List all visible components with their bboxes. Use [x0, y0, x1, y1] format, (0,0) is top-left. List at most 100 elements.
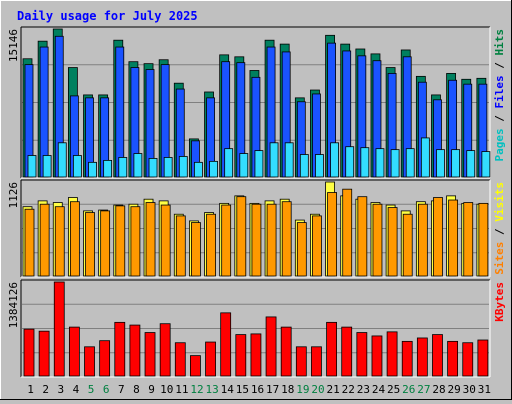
- bar-sites-day-22: [342, 188, 353, 277]
- x-tick-label: 4: [73, 383, 80, 396]
- bar-pages-day-7: [118, 157, 128, 178]
- bar-pages-day-21: [330, 142, 339, 178]
- bar-pages-day-9: [148, 158, 158, 178]
- bar-kbytes-day-31: [477, 339, 489, 377]
- bar-sites-day-18: [281, 201, 292, 277]
- bar-sites-day-13: [206, 213, 216, 277]
- bar-kbytes-day-4: [68, 326, 80, 377]
- bar-pages-day-26: [405, 148, 415, 178]
- bar-sites-day-10: [160, 204, 171, 277]
- bar-pages-day-23: [360, 147, 370, 178]
- panel-3: 1384126 KBytes: [7, 279, 506, 378]
- bar-kbytes-day-7: [114, 321, 126, 377]
- bar-sites-day-30: [463, 202, 474, 277]
- bar-kbytes-day-26: [401, 340, 413, 377]
- x-tick-label: 1: [27, 383, 34, 396]
- x-tick-label: 29: [448, 383, 461, 396]
- x-tick-label: 8: [133, 383, 140, 396]
- bar-sites-day-19: [296, 222, 307, 277]
- x-tick-label: 13: [205, 383, 218, 396]
- bar-kbytes-day-27: [416, 337, 428, 377]
- legend-label: KBytes: [493, 282, 506, 322]
- bar-sites-day-14: [221, 204, 232, 277]
- legend-label: /: [493, 56, 506, 76]
- x-tick-label: 30: [463, 383, 476, 396]
- bar-pages-day-3: [57, 142, 67, 178]
- x-tick-label: 11: [175, 383, 188, 396]
- bar-pages-day-13: [209, 160, 218, 178]
- bar-pages-day-11: [178, 156, 188, 178]
- bar-pages-day-24: [375, 148, 385, 178]
- x-tick-label: 24: [372, 383, 386, 396]
- x-tick-label: 15: [236, 383, 249, 396]
- bar-kbytes-day-13: [205, 341, 216, 377]
- bar-sites-day-21: [327, 192, 337, 277]
- x-tick-label: 12: [190, 383, 203, 396]
- bar-kbytes-day-23: [356, 332, 368, 377]
- bar-pages-day-18: [284, 142, 294, 178]
- bar-sites-day-24: [372, 203, 383, 277]
- bar-kbytes-day-15: [235, 334, 247, 377]
- bar-sites-day-29: [448, 199, 459, 277]
- bar-pages-day-27: [420, 137, 430, 178]
- y-max-label: 1126: [7, 182, 20, 209]
- x-tick-label: 25: [387, 383, 400, 396]
- bar-pages-day-17: [269, 142, 279, 178]
- x-tick-label: 2: [42, 383, 49, 396]
- y-max-label: 1384126: [7, 282, 20, 328]
- bar-kbytes-day-5: [84, 346, 95, 377]
- legend-label: /: [493, 222, 506, 242]
- x-tick-label: 7: [118, 383, 125, 396]
- bar-sites-day-17: [266, 203, 277, 277]
- bar-sites-day-11: [175, 215, 186, 277]
- bar-sites-day-9: [145, 202, 156, 277]
- x-tick-label: 19: [296, 383, 309, 396]
- bar-kbytes-day-28: [432, 334, 443, 377]
- y-max-label: 15146: [7, 29, 20, 62]
- legend-label: Sites: [493, 242, 506, 275]
- bar-sites-day-3: [54, 206, 65, 277]
- x-tick-label: 22: [342, 383, 355, 396]
- x-tick-label: 23: [357, 383, 370, 396]
- bar-kbytes-day-12: [190, 355, 201, 377]
- bar-pages-day-28: [436, 149, 445, 178]
- x-tick-label: 20: [311, 383, 324, 396]
- bar-pages-day-19: [299, 154, 309, 178]
- bar-pages-day-14: [224, 148, 234, 178]
- bar-pages-day-5: [88, 161, 97, 178]
- bar-sites-day-20: [312, 215, 322, 277]
- bar-kbytes-day-3: [53, 281, 65, 377]
- chart-title: Daily usage for July 2025: [17, 9, 198, 23]
- bar-kbytes-day-20: [311, 346, 322, 377]
- bar-kbytes-day-14: [220, 312, 232, 377]
- bar-sites-day-1: [24, 208, 35, 277]
- bar-sites-day-5: [85, 212, 95, 277]
- bar-kbytes-day-18: [280, 326, 292, 377]
- bar-kbytes-day-11: [174, 342, 186, 377]
- x-tick-label: 3: [58, 383, 65, 396]
- series-legend: KBytes: [493, 282, 506, 322]
- x-tick-label: 9: [148, 383, 155, 396]
- bar-sites-day-26: [402, 213, 413, 277]
- bar-pages-day-30: [466, 150, 476, 178]
- x-tick-label: 16: [251, 383, 264, 396]
- series-legend: Sites / Visits: [493, 182, 506, 275]
- bar-kbytes-day-24: [371, 335, 383, 377]
- bar-kbytes-day-1: [23, 328, 35, 377]
- bar-pages-day-8: [133, 153, 143, 178]
- bar-sites-day-31: [478, 202, 489, 277]
- bar-sites-day-16: [251, 203, 262, 277]
- bar-kbytes-day-10: [159, 323, 171, 377]
- bar-kbytes-day-9: [144, 332, 156, 377]
- bar-kbytes-day-30: [462, 342, 474, 377]
- bar-sites-day-28: [433, 197, 443, 277]
- bar-sites-day-27: [417, 203, 428, 277]
- x-tick-label: 31: [478, 383, 491, 396]
- bar-pages-day-2: [42, 155, 52, 178]
- series-legend: Pages / Files / Hits: [493, 29, 506, 162]
- bar-pages-day-31: [481, 151, 491, 178]
- legend-label: Hits: [493, 29, 506, 56]
- x-tick-label: 6: [103, 383, 110, 396]
